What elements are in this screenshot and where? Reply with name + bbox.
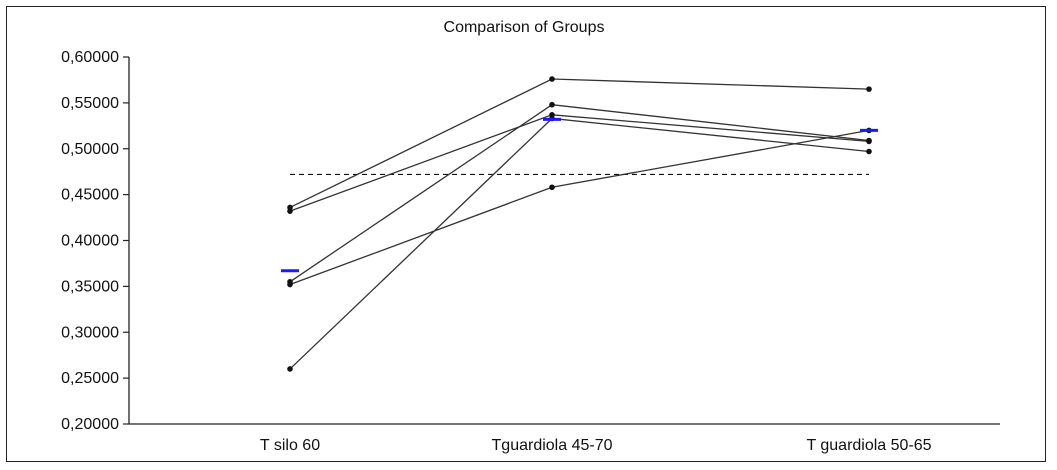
y-tick-label: 0,60000 <box>61 49 119 66</box>
series-line <box>289 117 870 370</box>
series-line <box>289 104 870 283</box>
data-point <box>287 208 293 214</box>
y-tick-label: 0,45000 <box>61 187 119 204</box>
y-tick-label: 0,55000 <box>61 95 119 112</box>
series-5 <box>287 115 872 372</box>
data-point <box>549 101 555 108</box>
data-point <box>287 281 293 288</box>
x-tick-label: Tguardiola 45-70 <box>492 437 613 454</box>
y-tick-label: 0,50000 <box>61 141 119 158</box>
chart-title: Comparison of Groups <box>444 19 605 36</box>
chart-frame <box>6 6 1046 462</box>
group-mean-layer <box>281 117 878 273</box>
series-line <box>289 78 870 209</box>
x-tick-label: T guardiola 50-65 <box>806 437 931 454</box>
x-tick-label: T silo 60 <box>260 437 320 454</box>
series-4 <box>287 127 872 288</box>
y-tick-label: 0,30000 <box>61 324 119 341</box>
data-point <box>549 76 555 82</box>
y-tick-label: 0,35000 <box>61 278 119 295</box>
series-line <box>289 129 870 286</box>
axes: 0,20000 0,25000 0,30000 0,35000 0,40000 0,450… <box>61 49 1000 454</box>
series-layer <box>287 76 872 372</box>
data-point <box>866 86 872 92</box>
series-2 <box>287 112 872 214</box>
y-tick-label: 0,20000 <box>61 416 119 433</box>
y-tick-label: 0,40000 <box>61 233 119 250</box>
data-point <box>866 148 872 155</box>
series-line <box>289 114 870 212</box>
y-tick-label: 0,25000 <box>61 370 119 387</box>
data-point <box>866 137 872 144</box>
data-point <box>549 184 555 191</box>
series-3 <box>287 101 872 285</box>
data-point <box>287 366 293 372</box>
